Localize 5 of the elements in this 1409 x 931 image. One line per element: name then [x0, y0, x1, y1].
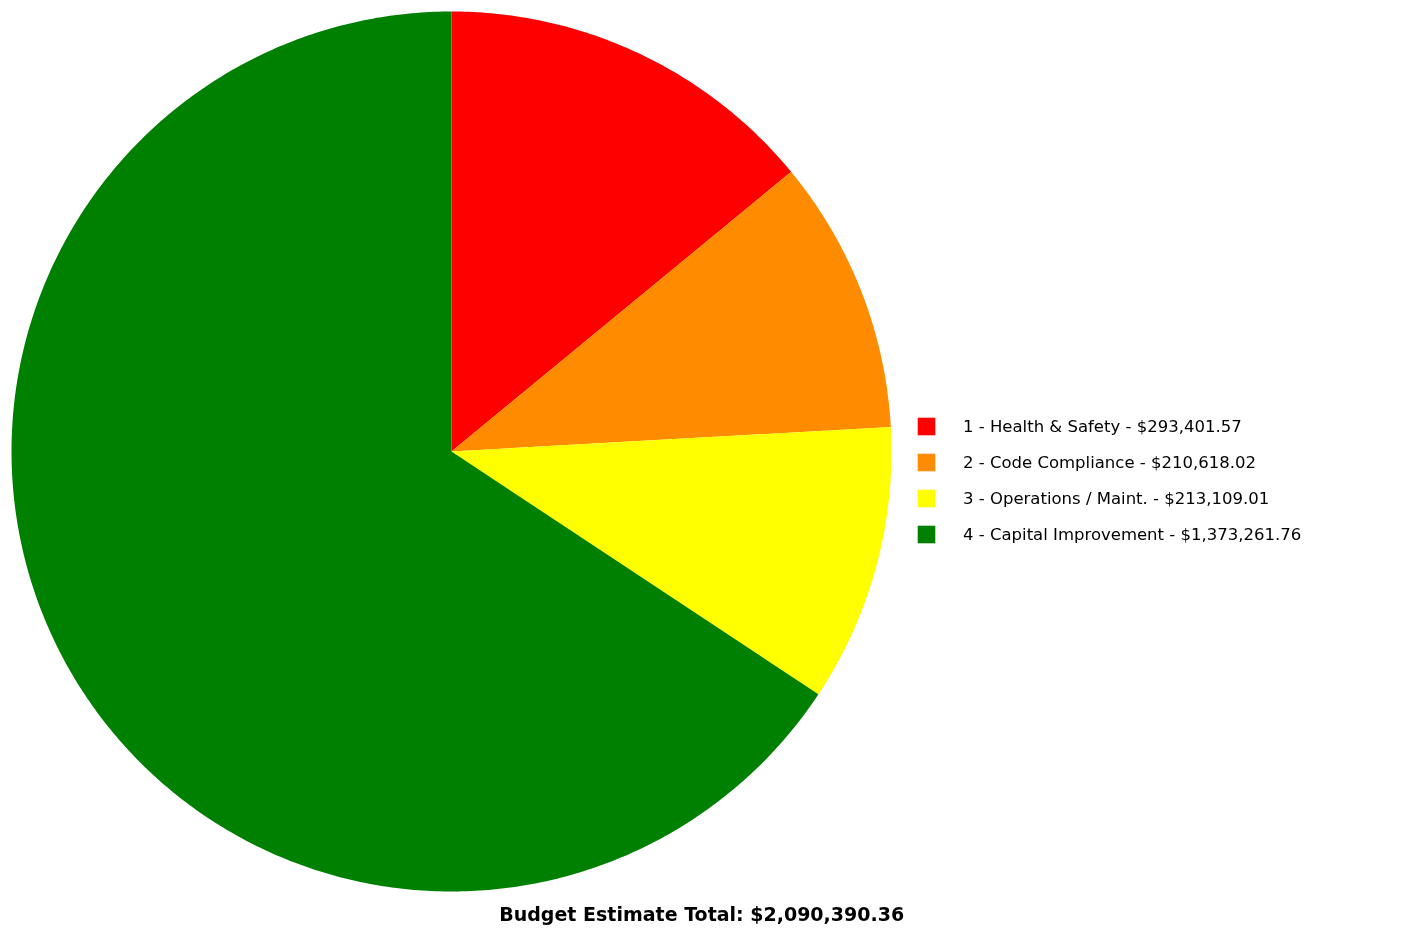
- legend-label: 1 - Health & Safety - $293,401.57: [963, 416, 1242, 436]
- text: Budget Estimate Total: $2,090,390.36: [499, 902, 905, 925]
- legend-label: 3 - Operations / Maint. - $213,109.01: [963, 488, 1270, 508]
- legend-label: 4 - Capital Improvement - $1,373,261.76: [963, 524, 1302, 544]
- legend-label: 2 - Code Compliance - $210,618.02: [963, 452, 1256, 472]
